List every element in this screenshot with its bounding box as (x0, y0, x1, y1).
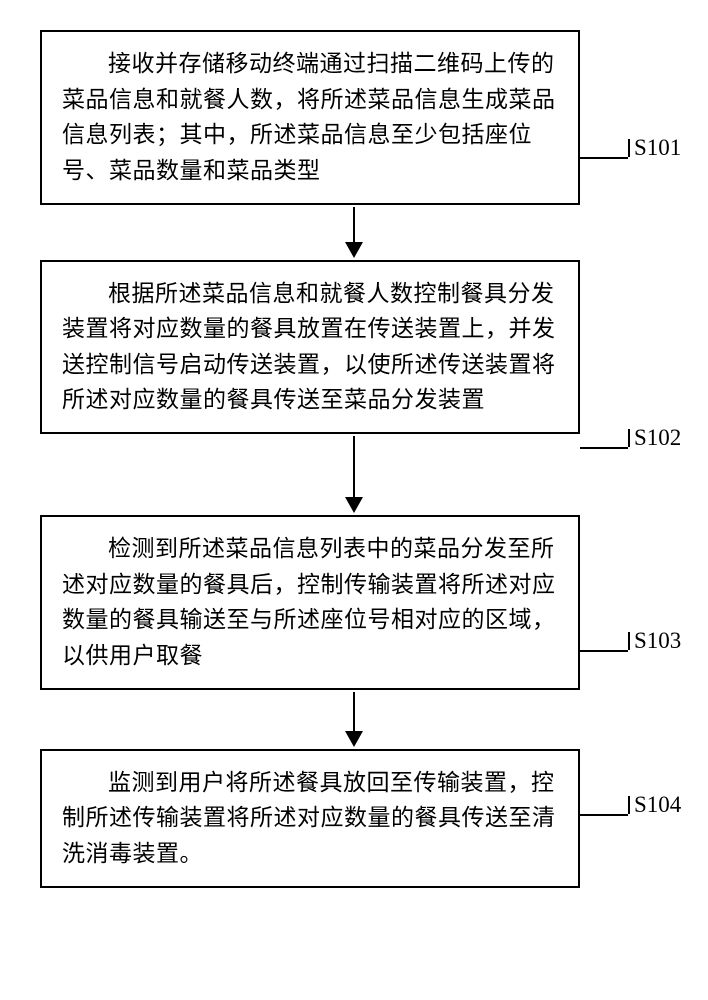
connector-hook (628, 796, 630, 814)
arrow-head-icon (345, 731, 363, 747)
connector-hook (628, 632, 630, 650)
flow-step-box: 检测到所述菜品信息列表中的菜品分发至所述对应数量的餐具后，控制传输装置将所述对应… (40, 515, 580, 690)
flowchart-container: 接收并存储移动终端通过扫描二维码上传的菜品信息和就餐人数，将所述菜品信息生成菜品… (40, 30, 668, 888)
flow-step-label: S104 (634, 792, 681, 818)
flow-arrow (84, 207, 624, 258)
flow-step-label: S101 (634, 135, 681, 161)
connector-line (580, 814, 628, 816)
arrow-head-icon (345, 497, 363, 513)
flow-step: 检测到所述菜品信息列表中的菜品分发至所述对应数量的餐具后，控制传输装置将所述对应… (40, 515, 668, 690)
connector-hook (628, 429, 630, 447)
arrow-line (353, 692, 356, 732)
flow-step-box: 接收并存储移动终端通过扫描二维码上传的菜品信息和就餐人数，将所述菜品信息生成菜品… (40, 30, 580, 205)
arrow-line (353, 207, 356, 243)
flow-step-label: S103 (634, 628, 681, 654)
connector-line (580, 650, 628, 652)
arrow-line (353, 436, 356, 498)
connector-hook (628, 139, 630, 157)
flow-step: 接收并存储移动终端通过扫描二维码上传的菜品信息和就餐人数，将所述菜品信息生成菜品… (40, 30, 668, 205)
connector-line (580, 447, 628, 449)
flow-step: 根据所述菜品信息和就餐人数控制餐具分发装置将对应数量的餐具放置在传送装置上，并发… (40, 260, 668, 435)
flow-arrow (84, 436, 624, 513)
flow-step-box: 监测到用户将所述餐具放回至传输装置，控制所述传输装置将所述对应数量的餐具传送至清… (40, 749, 580, 888)
flow-arrow (84, 692, 624, 747)
flow-step-label: S102 (634, 425, 681, 451)
arrow-head-icon (345, 242, 363, 258)
flow-step: 监测到用户将所述餐具放回至传输装置，控制所述传输装置将所述对应数量的餐具传送至清… (40, 749, 668, 888)
flow-step-box: 根据所述菜品信息和就餐人数控制餐具分发装置将对应数量的餐具放置在传送装置上，并发… (40, 260, 580, 435)
connector-line (580, 157, 628, 159)
